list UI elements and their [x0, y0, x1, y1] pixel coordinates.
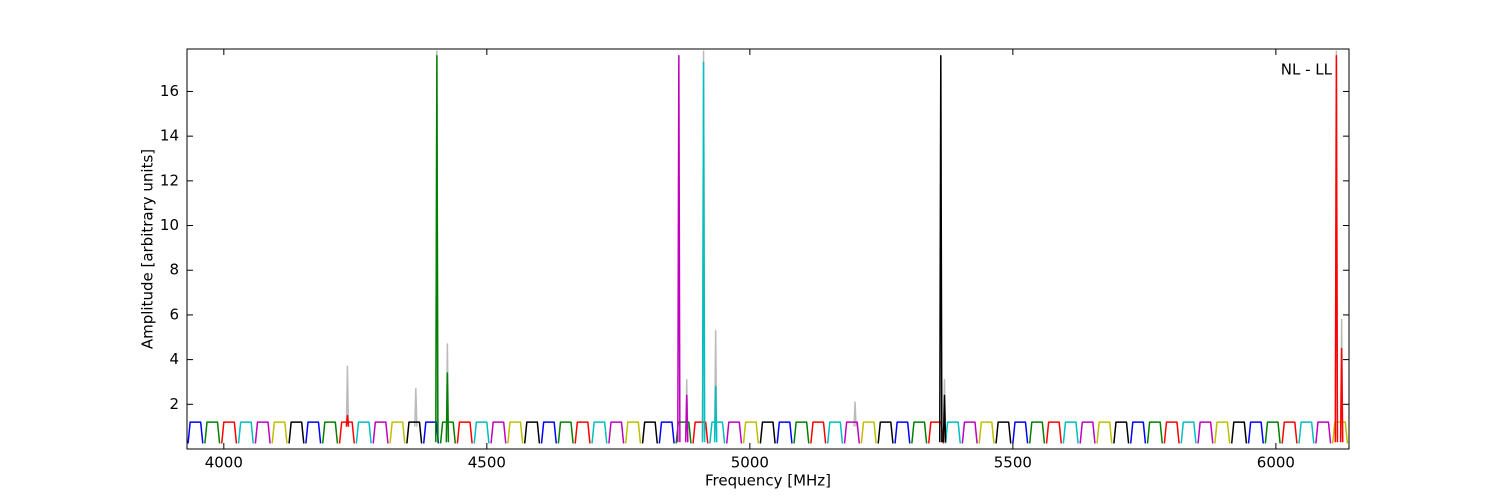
plot-frame [186, 48, 1350, 450]
annotation: NL - LL [1281, 61, 1333, 79]
series-line [254, 421, 1332, 444]
series-line [939, 54, 947, 443]
x-tick-label: 6000 [1257, 454, 1295, 472]
series-line [288, 421, 1248, 444]
y-axis-label: Amplitude [arbitrary units] [139, 149, 157, 349]
x-tick-label: 5500 [994, 454, 1032, 472]
series-line [701, 61, 718, 443]
y-tick-label: 8 [169, 261, 179, 279]
series-line [187, 421, 1265, 444]
y-tick-label: 6 [169, 305, 179, 323]
series-line [345, 50, 1344, 438]
x-tick-label: 5000 [731, 454, 769, 472]
series-line [677, 54, 689, 443]
series-line [435, 54, 450, 443]
series-line [345, 54, 1344, 443]
x-tick-label: 4000 [205, 454, 243, 472]
x-tick-label: 4500 [468, 454, 506, 472]
y-tick-label: 14 [160, 127, 179, 145]
y-tick-label: 4 [169, 350, 179, 368]
y-tick-label: 12 [160, 171, 179, 189]
y-tick-label: 16 [160, 82, 179, 100]
series-line [237, 421, 1315, 444]
x-axis-label: Frequency [MHz] [705, 472, 831, 490]
series-line [271, 421, 1349, 444]
y-tick-label: 2 [169, 395, 179, 413]
y-tick-label: 10 [160, 216, 179, 234]
